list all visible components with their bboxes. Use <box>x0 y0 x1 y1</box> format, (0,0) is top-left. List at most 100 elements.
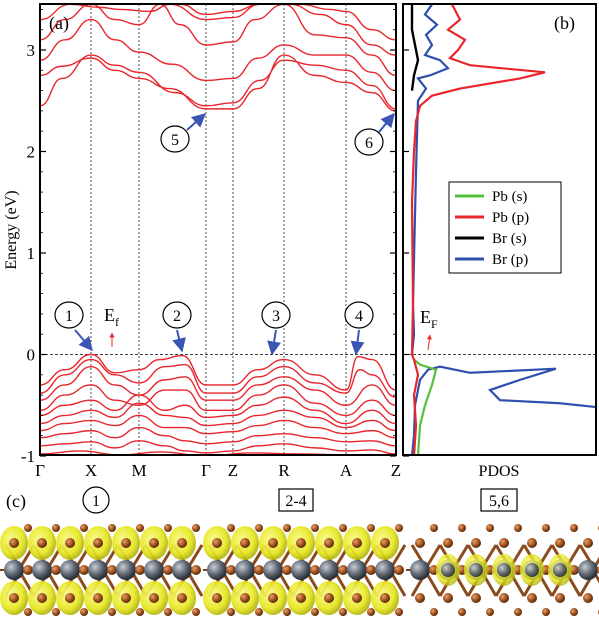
br-atom <box>583 538 593 548</box>
br-atom <box>135 565 145 575</box>
svg-text:3: 3 <box>272 308 280 325</box>
band <box>40 394 396 425</box>
pb-atom <box>263 560 283 580</box>
br-atom <box>108 524 116 532</box>
br-atom <box>24 524 32 532</box>
br-atom <box>458 608 466 616</box>
br-atom <box>37 538 47 548</box>
y-tick-label: -1 <box>21 447 35 466</box>
svg-text:4: 4 <box>355 308 363 325</box>
structure-image-3 <box>406 520 599 619</box>
band <box>40 414 396 439</box>
br-atom <box>542 524 550 532</box>
pb-atom <box>578 560 598 580</box>
pb-atom <box>469 563 483 577</box>
br-atom <box>514 524 522 532</box>
panel-b-label: (b) <box>554 13 575 34</box>
br-atom <box>268 538 278 548</box>
band <box>40 54 396 110</box>
br-atom <box>9 538 19 548</box>
pb-atom <box>375 560 395 580</box>
br-atom <box>254 565 264 575</box>
band <box>40 402 396 432</box>
br-atom <box>51 565 61 575</box>
svg-text:Ef: Ef <box>104 305 119 329</box>
br-atom <box>93 538 103 548</box>
legend-item: Br (p) <box>455 252 528 268</box>
svg-text:1: 1 <box>65 308 73 325</box>
pb-atom <box>347 560 367 580</box>
pb-atom <box>144 560 164 580</box>
br-atom <box>486 608 494 616</box>
fermi-label-b: EF <box>420 307 438 351</box>
br-atom <box>570 524 578 532</box>
pdos-curve <box>413 358 438 455</box>
legend-label: Pb (s) <box>492 189 527 205</box>
svg-text:6: 6 <box>365 135 373 152</box>
svg-text:5: 5 <box>171 132 179 149</box>
band <box>40 4 396 77</box>
br-atom <box>212 538 222 548</box>
pb-atom <box>291 560 311 580</box>
br-atom <box>570 608 578 616</box>
br-atom <box>352 593 362 603</box>
br-atom <box>177 538 187 548</box>
pdos-axis-label: PDOS <box>479 463 520 480</box>
br-atom <box>339 608 347 616</box>
br-atom <box>255 608 263 616</box>
br-atom <box>268 593 278 603</box>
br-atom <box>542 608 550 616</box>
br-atom <box>108 608 116 616</box>
br-atom <box>80 524 88 532</box>
pb-atom <box>88 560 108 580</box>
br-atom <box>65 538 75 548</box>
pdos-legend: Pb (s) Pb (p) Br (s) Br (p) <box>448 181 562 274</box>
br-atom <box>367 608 375 616</box>
br-atom <box>415 538 425 548</box>
br-atom <box>443 538 453 548</box>
br-atom <box>415 593 425 603</box>
pb-atom <box>4 560 24 580</box>
y-tick-label: 3 <box>27 41 36 60</box>
br-atom <box>226 565 236 575</box>
br-atom <box>499 538 509 548</box>
br-atom <box>240 538 250 548</box>
br-atom <box>192 524 200 532</box>
br-atom <box>227 524 235 532</box>
y-axis-ticks: -1 0 1 2 3 <box>21 8 409 466</box>
k-point-gridlines <box>90 4 347 455</box>
pb-atom <box>172 560 192 580</box>
fermi-label-a: Ef <box>104 305 119 347</box>
band <box>40 426 396 447</box>
legend-label: Br (s) <box>492 231 527 247</box>
br-atom <box>121 593 131 603</box>
br-atom <box>366 565 376 575</box>
pdos-curve <box>410 4 420 91</box>
br-atom <box>458 524 466 532</box>
pb-atom <box>553 563 567 577</box>
br-atom <box>555 593 565 603</box>
band <box>40 4 396 56</box>
band <box>40 384 396 417</box>
pdos-curve <box>410 4 546 455</box>
pb-atom <box>497 563 511 577</box>
legend-item: Pb (s) <box>455 189 527 205</box>
br-atom <box>338 565 348 575</box>
k-point-label: M <box>131 461 146 480</box>
br-atom <box>394 565 404 575</box>
legend-item: Pb (p) <box>455 210 529 226</box>
br-atom <box>255 524 263 532</box>
br-atom <box>527 538 537 548</box>
br-atom <box>212 593 222 603</box>
br-atom <box>80 608 88 616</box>
legend-item: Br (s) <box>455 231 527 247</box>
k-point-label: Z <box>228 461 238 480</box>
pdos-panel: (b) PDOS EF Pb (s) Pb (p) Br (s) Br (p) <box>402 3 597 480</box>
caption-2-4: 2-4 <box>278 488 314 512</box>
k-point-label: Γ <box>35 461 45 480</box>
br-atom <box>380 593 390 603</box>
br-atom <box>499 593 509 603</box>
br-atom <box>240 593 250 603</box>
